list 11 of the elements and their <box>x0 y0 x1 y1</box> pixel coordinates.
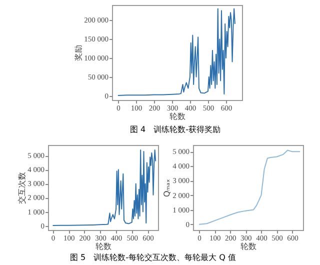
line-series <box>52 150 156 226</box>
y-axis-title: 交互次数 <box>18 172 27 204</box>
x-axis-title: 轮数 <box>240 242 256 251</box>
caption: 图 5 训练轮数-每轮交互次数、每轮最大 Q 值 <box>70 252 236 263</box>
y-axis-title: Qₘₐₓ <box>162 178 172 197</box>
y-axis-title: 奖励 <box>74 45 84 61</box>
caption: 图 4 训练轮数-获得奖励 <box>130 124 221 135</box>
line-series <box>198 150 301 225</box>
line-series <box>117 8 236 96</box>
x-axis-title: 轮数 <box>96 242 112 251</box>
x-axis-title: 轮数 <box>170 112 186 121</box>
